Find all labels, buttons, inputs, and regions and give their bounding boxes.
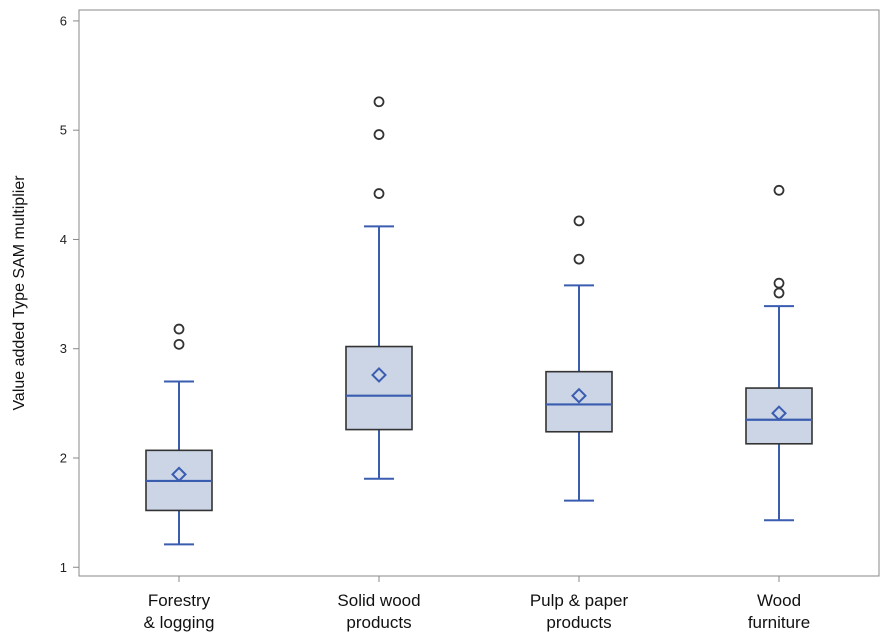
x-category-label: furniture xyxy=(748,613,810,632)
box-group xyxy=(145,323,213,546)
outlier-point xyxy=(573,253,585,265)
iqr-box xyxy=(345,345,413,431)
box-group xyxy=(345,96,413,480)
y-tick-label: 5 xyxy=(60,123,67,138)
outlier-point xyxy=(373,96,385,108)
x-category-label: Forestry xyxy=(148,591,211,610)
outlier-point xyxy=(573,215,585,227)
x-category-label: Wood xyxy=(757,591,801,610)
x-category-label: Solid wood xyxy=(337,591,420,610)
x-category-label: Pulp & paper xyxy=(530,591,629,610)
y-tick-label: 6 xyxy=(60,13,67,28)
mean-marker xyxy=(571,387,587,404)
mean-marker xyxy=(171,466,187,483)
boxes-layer xyxy=(145,96,813,546)
y-tick-label: 3 xyxy=(60,341,67,356)
outlier-point xyxy=(373,188,385,199)
x-category-label: & logging xyxy=(144,613,215,632)
mean-marker xyxy=(771,405,787,422)
outlier-point xyxy=(773,277,785,289)
x-category-label: products xyxy=(346,613,411,632)
y-axis-title: Value added Type SAM multiplier xyxy=(11,175,28,411)
x-axis: Forestry & logging Solid wood products Pulp … xyxy=(144,576,810,632)
y-tick-label: 1 xyxy=(60,560,67,575)
y-tick-label: 2 xyxy=(60,450,67,465)
outlier-point xyxy=(773,184,785,196)
mean-marker xyxy=(371,367,387,383)
outlier-point xyxy=(173,323,185,335)
iqr-box xyxy=(745,387,813,445)
outlier-point xyxy=(373,129,385,140)
outlier-point xyxy=(173,338,185,350)
box-group xyxy=(745,184,813,522)
outlier-point xyxy=(773,287,785,299)
plot-frame xyxy=(78,9,880,577)
y-axis: 1 2 3 4 5 6 xyxy=(60,13,79,575)
y-tick-label: 4 xyxy=(60,232,67,247)
box-group xyxy=(545,215,613,502)
x-category-label: products xyxy=(546,613,611,632)
